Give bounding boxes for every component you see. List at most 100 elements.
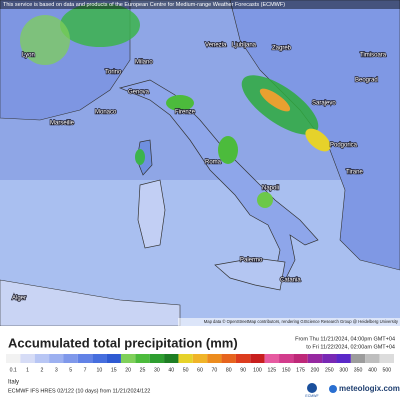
scale-label: 40 [168,367,174,373]
banner-bg [0,0,400,9]
scale-swatch [379,354,394,363]
scale-label: 10 [97,367,103,373]
scale-label: 125 [268,367,277,373]
precip-patch [305,128,331,152]
scale-label: 175 [296,367,305,373]
scale-swatch [293,354,308,363]
legend-period-to: to Fri 11/22/2024, 02:00am GMT+04 [306,344,395,350]
scale-label: 350 [354,367,363,373]
scale-swatch [365,354,380,363]
city-label: Alger [12,296,26,302]
city-label: Podgorica [330,143,358,149]
scale-label: 2 [40,367,43,373]
attribution-bg [178,318,400,326]
city-label: Firenze [175,110,196,116]
scale-label: 50 [183,367,189,373]
scale-label: 250 [325,367,334,373]
precip-patch [60,3,140,47]
city-label: Sarajevo [312,101,336,107]
scale-label: 70 [211,367,217,373]
precip-patch [135,149,145,165]
ecmwf-logo-text: ECMWF [305,394,318,398]
scale-swatch [235,354,251,363]
scale-label: 7 [84,367,87,373]
city-label: Venezia [205,43,227,49]
city-label: Tirane [346,170,363,176]
scale-label: 20 [125,367,131,373]
city-label: Monaco [95,110,117,116]
precip-patch [257,192,273,208]
city-label: Marseille [50,121,75,127]
model-info: ECMWF IFS HRES 02/122 (10 days) from 11/… [8,388,150,394]
city-label: Palermo [240,258,263,264]
scale-swatch [149,354,165,363]
brand: meteologix.com [339,384,400,393]
scale-swatch [34,354,50,363]
scale-swatch [192,354,208,363]
attribution: Map data © OpenStreetMap contributors, r… [204,319,399,324]
scale-label: 60 [197,367,203,373]
scale-swatch [106,354,121,363]
precip-patch [166,95,194,111]
land-sicily [214,257,286,291]
brand-icon [329,385,337,393]
scale-swatch [279,354,294,363]
scale-swatch [307,354,323,363]
region: Italy [8,380,19,386]
scale-swatch [178,354,193,363]
city-label: Torino [105,70,122,76]
precip-patch [218,136,238,164]
scale-swatch [250,354,265,363]
legend-period-from: From Thu 11/21/2024, 04:00pm GMT+04 [295,336,395,342]
city-label: Milano [135,60,153,66]
scale-label: 0.1 [10,367,17,373]
city-label: Roma [205,160,222,166]
scale-swatch [63,354,78,363]
scale-swatch [350,354,366,363]
scale-swatch [77,354,93,363]
legend-title: Accumulated total precipitation (mm) [8,335,238,350]
land-italy [118,79,319,281]
precip-patch [20,15,70,65]
scale-label: 5 [69,367,72,373]
scale-label: 100 [253,367,262,373]
scale-swatch [92,354,107,363]
scale-label: 300 [339,367,348,373]
city-label: Genova [128,90,150,96]
scale-swatch [264,354,280,363]
banner-text: This service is based on data and produc… [3,2,285,8]
scale-label: 80 [226,367,232,373]
city-label: Timisoara [360,53,387,59]
scale-label: 1 [26,367,29,373]
city-label: Beograd [355,78,378,84]
scale-label: 25 [140,367,146,373]
scale-label: 3 [55,367,58,373]
scale-label: 30 [154,367,160,373]
scale-swatch [322,354,337,363]
color-scale: 0.1 1 2 3 5 7 10 15 20 25 30 40 50 60 70 80 90 100 125 150 1… [6,354,394,373]
scale-swatch [6,354,21,363]
scale-label: 400 [368,367,377,373]
scale-swatch [164,354,179,363]
land-sardinia [137,179,166,249]
scale-swatch [207,354,222,363]
city-label: Napoli [262,186,279,192]
scale-label: 90 [240,367,246,373]
scale-swatch [120,354,136,363]
scale-swatch [49,354,64,363]
scale-swatch [336,354,351,363]
scale-swatch [221,354,236,363]
scale-label: 15 [111,367,117,373]
scale-label: 200 [311,367,320,373]
scale-swatch [20,354,35,363]
city-label: Ljubljana [232,43,257,49]
city-label: Catania [280,278,301,284]
scale-label: 150 [282,367,291,373]
land-africa [0,279,181,327]
city-label: Zagreb [272,46,292,52]
ecmwf-logo [307,383,317,393]
scale-label: 500 [382,367,391,373]
precip-patch [259,88,291,112]
